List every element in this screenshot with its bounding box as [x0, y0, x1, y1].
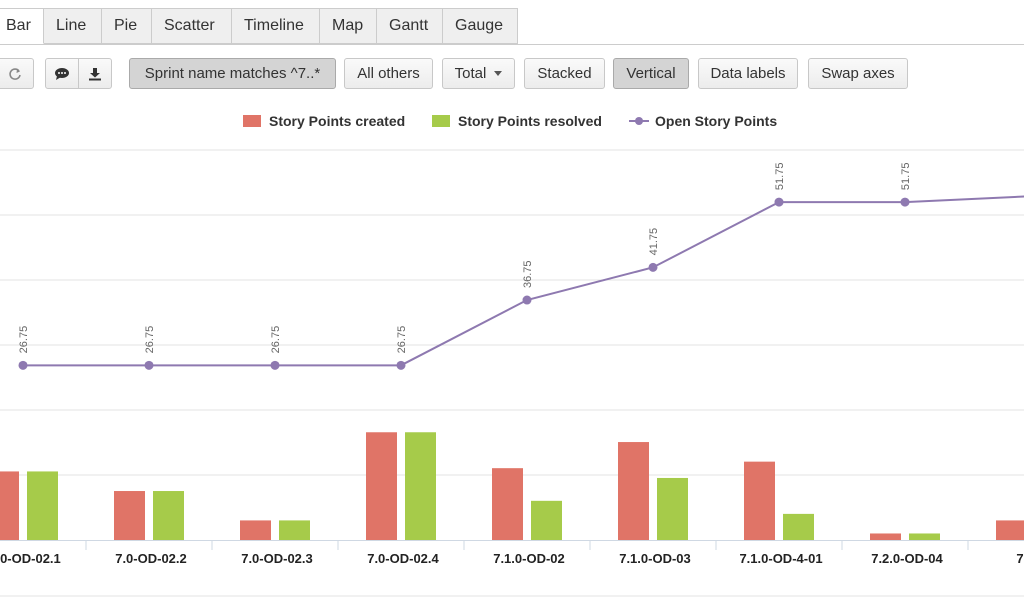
tab-gauge[interactable]: Gauge	[443, 8, 518, 44]
open-points-marker[interactable]	[396, 360, 406, 370]
bar-resolved[interactable]	[279, 520, 310, 540]
chart-grid	[0, 149, 1024, 597]
data-label: 26.75	[270, 326, 282, 354]
chart-toolbar: Sprint name matches ^7..* All others Tot…	[0, 58, 1024, 90]
tab-bar-label: Bar	[6, 17, 31, 34]
x-tick-label: 7.0-OD-02.1	[0, 551, 61, 566]
open-points-marker[interactable]	[774, 197, 784, 207]
tab-gantt[interactable]: Gantt	[377, 8, 443, 44]
tab-timeline[interactable]: Timeline	[232, 8, 320, 44]
bar-created[interactable]	[618, 442, 649, 540]
download-icon	[89, 67, 101, 80]
vertical-label: Vertical	[626, 65, 676, 82]
tab-scatter-label: Scatter	[164, 17, 215, 34]
bar-resolved[interactable]	[657, 477, 688, 540]
bar-resolved[interactable]	[783, 513, 814, 540]
x-tick-label: 7.2.0-OD-04	[871, 551, 943, 566]
swap-axes-button[interactable]: Swap axes	[808, 58, 908, 89]
data-label: 51.75	[900, 163, 912, 191]
bar-resolved[interactable]	[27, 471, 58, 540]
chart-legend: Story Points created Story Points resolv…	[0, 110, 1024, 132]
open-points-marker[interactable]	[270, 360, 280, 370]
stacked-button[interactable]: Stacked	[524, 58, 605, 89]
legend-item-open[interactable]: Open Story Points	[629, 110, 777, 132]
tab-gantt-label: Gantt	[389, 17, 429, 34]
data-label: 51.75	[774, 163, 786, 191]
total-label: Total	[454, 65, 487, 82]
bar-created[interactable]	[0, 471, 19, 540]
bar-created[interactable]	[114, 491, 145, 540]
data-label: 41.75	[648, 228, 660, 256]
bar-created[interactable]	[366, 432, 397, 540]
bar-created[interactable]	[870, 533, 901, 540]
tab-timeline-label: Timeline	[244, 17, 304, 34]
bar-resolved[interactable]	[531, 500, 562, 540]
data-labels-button[interactable]: Data labels	[698, 58, 798, 89]
data-label: 36.75	[522, 260, 534, 288]
legend-item-resolved[interactable]: Story Points resolved	[432, 110, 602, 132]
tab-bar[interactable]: Bar	[0, 8, 44, 44]
open-points-line	[23, 195, 1024, 367]
chart-bars	[0, 432, 1024, 540]
tab-map-label: Map	[332, 17, 364, 34]
tab-scatter[interactable]: Scatter	[152, 8, 232, 44]
caret-down-icon	[494, 71, 503, 76]
bar-resolved[interactable]	[153, 491, 184, 540]
comments-button[interactable]	[45, 58, 79, 89]
x-tick-label: 7.1.0-OD-02	[493, 551, 565, 566]
data-labels-label: Data labels	[710, 65, 786, 82]
download-button[interactable]	[78, 58, 112, 89]
legend-label-open: Open Story Points	[655, 113, 778, 129]
chart-type-tabs: Bar Line Pie Scatter Timeline Map Gantt …	[0, 8, 518, 45]
tab-divider	[0, 44, 1024, 45]
open-points-marker[interactable]	[522, 295, 532, 305]
data-label: 26.75	[144, 326, 156, 354]
refresh-icon	[9, 67, 21, 80]
tab-pie-label: Pie	[114, 17, 138, 34]
bar-created[interactable]	[744, 461, 775, 540]
tab-gauge-label: Gauge	[455, 17, 504, 34]
x-tick-label: 7.2.0-	[1016, 551, 1024, 566]
legend-swatch-resolved	[432, 115, 450, 127]
bar-resolved[interactable]	[405, 432, 436, 540]
stacked-label: Stacked	[537, 65, 592, 82]
open-points-marker[interactable]	[900, 197, 910, 207]
total-dropdown[interactable]: Total	[442, 58, 515, 89]
open-points-marker[interactable]	[144, 360, 154, 370]
all-others-button[interactable]: All others	[344, 58, 433, 89]
tab-pie[interactable]: Pie	[102, 8, 152, 44]
tab-map[interactable]: Map	[320, 8, 377, 44]
open-points-marker[interactable]	[18, 360, 28, 370]
refresh-button[interactable]	[0, 58, 34, 89]
bar-created[interactable]	[996, 520, 1024, 540]
data-label: 26.75	[396, 326, 408, 354]
open-points-marker[interactable]	[648, 262, 658, 272]
legend-label-created: Story Points created	[269, 113, 406, 129]
chart-x-axis: 7.0-OD-02.1 7.0-OD-02.2 7.0-OD-02.3 7.0-OD-…	[0, 540, 1024, 566]
legend-label-resolved: Story Points resolved	[458, 113, 602, 129]
x-tick-label: 7.0-OD-02.2	[115, 551, 187, 566]
tab-line[interactable]: Line	[44, 8, 102, 44]
legend-swatch-open	[629, 117, 649, 125]
comment-icon	[55, 67, 69, 80]
bar-created[interactable]	[240, 520, 271, 540]
legend-swatch-created	[243, 115, 261, 127]
x-tick-label: 7.1.0-OD-03	[619, 551, 691, 566]
x-tick-label: 7.0-OD-02.3	[241, 551, 313, 566]
chart-line: 26.75 26.75 26.75 26.75 36.75 41.75 51.75 51.75	[18, 163, 1024, 370]
x-tick-label: 7.0-OD-02.4	[367, 551, 439, 566]
bar-resolved[interactable]	[909, 533, 940, 540]
bar-created[interactable]	[492, 468, 523, 540]
data-label: 26.75	[18, 326, 30, 354]
swap-axes-label: Swap axes	[821, 65, 895, 82]
sprint-filter-label: Sprint name matches ^7..*	[144, 65, 321, 82]
vertical-button[interactable]: Vertical	[613, 58, 689, 89]
sprint-filter-button[interactable]: Sprint name matches ^7..*	[129, 58, 336, 89]
legend-item-created[interactable]: Story Points created	[243, 110, 405, 132]
x-tick-label: 7.1.0-OD-4-01	[739, 551, 822, 566]
all-others-label: All others	[357, 65, 420, 82]
tab-line-label: Line	[56, 17, 87, 34]
